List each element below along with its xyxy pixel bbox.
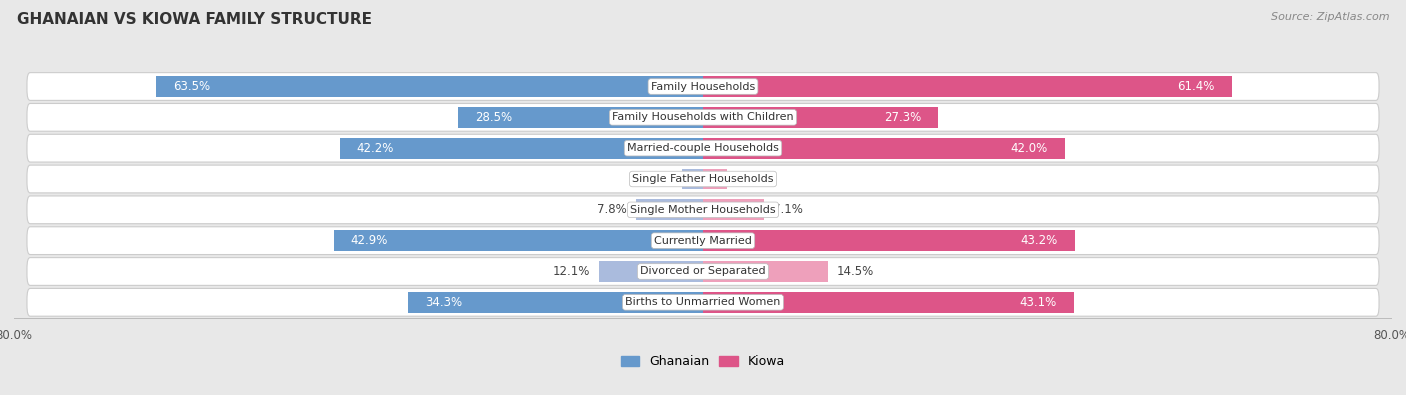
Text: 2.8%: 2.8% — [735, 173, 765, 186]
Bar — [703, 76, 1232, 97]
FancyBboxPatch shape — [27, 258, 1379, 285]
Bar — [703, 107, 938, 128]
Text: 42.2%: 42.2% — [357, 142, 394, 155]
Bar — [703, 199, 763, 220]
Text: 28.5%: 28.5% — [475, 111, 512, 124]
FancyBboxPatch shape — [27, 288, 1379, 316]
Text: Family Households with Children: Family Households with Children — [612, 112, 794, 122]
FancyBboxPatch shape — [27, 134, 1379, 162]
Text: 34.3%: 34.3% — [425, 296, 463, 309]
FancyBboxPatch shape — [27, 103, 1379, 131]
FancyBboxPatch shape — [27, 227, 1379, 254]
FancyBboxPatch shape — [27, 165, 1379, 193]
Bar — [703, 261, 828, 282]
Text: Family Households: Family Households — [651, 81, 755, 92]
Text: 2.4%: 2.4% — [644, 173, 673, 186]
Bar — [703, 169, 727, 190]
Bar — [703, 230, 1076, 251]
Bar — [333, 230, 703, 251]
Legend: Ghanaian, Kiowa: Ghanaian, Kiowa — [616, 350, 790, 373]
Bar — [457, 107, 703, 128]
Text: Source: ZipAtlas.com: Source: ZipAtlas.com — [1271, 12, 1389, 22]
Text: Married-couple Households: Married-couple Households — [627, 143, 779, 153]
Text: Single Mother Households: Single Mother Households — [630, 205, 776, 215]
Text: 43.2%: 43.2% — [1021, 234, 1057, 247]
Text: 7.1%: 7.1% — [773, 203, 803, 216]
Bar — [703, 138, 1064, 159]
FancyBboxPatch shape — [27, 196, 1379, 224]
Text: 43.1%: 43.1% — [1019, 296, 1057, 309]
Text: 27.3%: 27.3% — [883, 111, 921, 124]
FancyBboxPatch shape — [27, 73, 1379, 100]
Bar — [340, 138, 703, 159]
Text: GHANAIAN VS KIOWA FAMILY STRUCTURE: GHANAIAN VS KIOWA FAMILY STRUCTURE — [17, 12, 371, 27]
Bar — [703, 292, 1074, 313]
Bar — [682, 169, 703, 190]
Bar — [599, 261, 703, 282]
Text: Divorced or Separated: Divorced or Separated — [640, 267, 766, 276]
Text: 14.5%: 14.5% — [837, 265, 873, 278]
Text: 7.8%: 7.8% — [598, 203, 627, 216]
Bar — [636, 199, 703, 220]
Text: Currently Married: Currently Married — [654, 236, 752, 246]
Text: 61.4%: 61.4% — [1177, 80, 1215, 93]
Text: 12.1%: 12.1% — [553, 265, 591, 278]
Bar — [408, 292, 703, 313]
Text: Births to Unmarried Women: Births to Unmarried Women — [626, 297, 780, 307]
Text: 63.5%: 63.5% — [173, 80, 211, 93]
Text: Single Father Households: Single Father Households — [633, 174, 773, 184]
Text: 42.9%: 42.9% — [350, 234, 388, 247]
Text: 42.0%: 42.0% — [1011, 142, 1047, 155]
Bar — [156, 76, 703, 97]
